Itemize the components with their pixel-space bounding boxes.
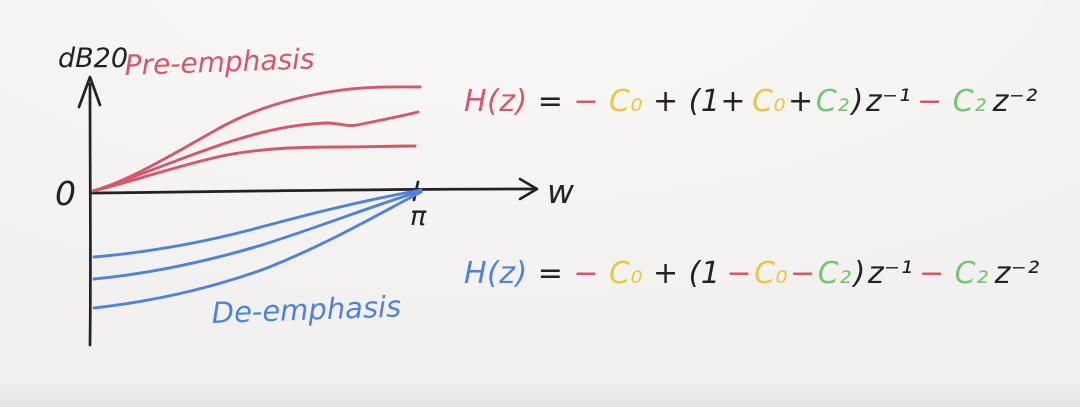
eq-token: z⁻² [994, 256, 1040, 291]
pre-emphasis-label: Pre-emphasis [124, 42, 315, 82]
eq-token: + [652, 256, 679, 291]
de-emphasis-label: De-emphasis [211, 289, 402, 330]
y-axis-label: dB20 [58, 43, 128, 74]
eq-token: H(z) [464, 256, 528, 291]
eq-token: = [537, 84, 564, 119]
x-axis-label: w [547, 172, 575, 211]
pi-tick-label: π [410, 201, 427, 232]
pre-emphasis-curve [91, 110, 420, 193]
origin-label: 0 [55, 174, 76, 213]
pre-emphasis-curve [91, 144, 417, 193]
eq-token: z⁻² [992, 84, 1038, 119]
eq-token: C₂ [952, 84, 987, 119]
eq-token: + [652, 84, 679, 119]
x-axis-arrowhead-icon [518, 177, 539, 201]
pre-emphasis-equation: H(z) = − C₀ + (1+ C₀ + C₂ ) z⁻¹ − C₂ z⁻² [464, 82, 1039, 123]
eq-token: C₂ [817, 256, 852, 291]
pre-emphasis-curve [91, 85, 422, 193]
eq-token: (1 [688, 256, 721, 291]
eq-token: (1+ [688, 84, 747, 119]
eq-token: C₀ [752, 84, 787, 119]
eq-token: + [788, 84, 814, 119]
eq-token: C₀ [609, 84, 643, 119]
eq-token: − [573, 84, 599, 119]
eq-token: − [919, 256, 945, 291]
de-emphasis-equation: H(z) = − C₀ + (1 − C₀ − C₂ ) z⁻¹ − C₂ z⁻… [464, 254, 1041, 295]
x-axis-line [89, 187, 538, 195]
eq-token: C₂ [954, 256, 989, 291]
eq-token: ) [851, 84, 864, 119]
eq-token: ) [853, 256, 866, 291]
eq-token: − [790, 256, 816, 291]
de-emphasis-curve [92, 190, 423, 310]
eq-token: − [917, 84, 943, 119]
eq-token: C₂ [815, 84, 850, 119]
de-emphasis-curve [92, 188, 423, 259]
eq-token: C₀ [609, 256, 643, 291]
y-axis-arrowhead-icon [77, 75, 102, 109]
eq-token: − [726, 256, 753, 291]
eq-token: z⁻¹ [867, 256, 913, 291]
de-emphasis-curve [92, 189, 423, 281]
eq-token: z⁻¹ [865, 84, 911, 119]
eq-token: = [537, 256, 564, 291]
eq-token: H(z) [464, 84, 528, 119]
eq-token: C₀ [754, 256, 789, 291]
eq-token: − [573, 256, 599, 291]
